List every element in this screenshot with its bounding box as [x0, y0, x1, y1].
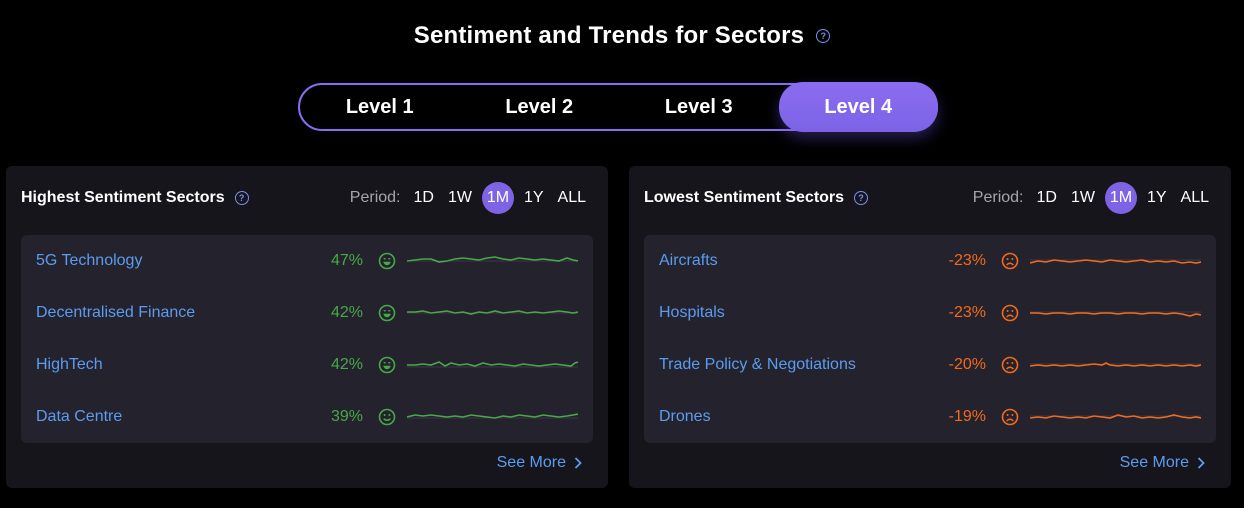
- card-title: Highest Sentiment Sectors: [21, 189, 225, 206]
- lowest-sentiment-card: Lowest Sentiment Sectors ? Period: 1D 1W…: [629, 166, 1231, 488]
- sparkline: [1030, 414, 1201, 419]
- sparkline: [1030, 311, 1201, 317]
- see-more-label: See More: [496, 454, 566, 471]
- sector-link[interactable]: HighTech: [36, 356, 103, 373]
- period-1y[interactable]: 1Y: [523, 189, 544, 206]
- sector-list: Aircrafts -23% Hospitals -23%: [644, 235, 1216, 443]
- period-1d[interactable]: 1D: [413, 189, 434, 206]
- period-1d[interactable]: 1D: [1036, 189, 1057, 206]
- sparkline: [407, 361, 578, 368]
- sentiment-percent: 47%: [330, 252, 363, 269]
- sector-link[interactable]: Hospitals: [659, 304, 725, 321]
- period-label: Period:: [972, 189, 1024, 206]
- tab-level-2[interactable]: Level 2: [505, 95, 574, 118]
- page-title: Sentiment and Trends for Sectors: [413, 22, 805, 49]
- sad-face-icon: [1001, 252, 1019, 270]
- period-1m[interactable]: 1M: [481, 182, 514, 214]
- period-selector: Period: 1D 1W 1M 1Y ALL: [350, 182, 593, 214]
- highest-sentiment-card: Highest Sentiment Sectors ? Period: 1D 1…: [6, 166, 608, 488]
- card-header: Lowest Sentiment Sectors ? Period: 1D 1W…: [644, 182, 1216, 214]
- sentiment-percent: -23%: [948, 304, 986, 321]
- sector-link[interactable]: 5G Technology: [36, 252, 143, 269]
- list-item: 5G Technology 47%: [21, 235, 593, 287]
- see-more-label: See More: [1119, 454, 1189, 471]
- happy-face-icon: [378, 356, 396, 374]
- chevron-right-icon: [1197, 457, 1205, 469]
- sentiment-percent: -23%: [948, 252, 986, 269]
- list-item: Data Centre 39%: [21, 391, 593, 443]
- page-header: Sentiment and Trends for Sectors ?: [0, 22, 1244, 50]
- sentiment-percent: 39%: [330, 408, 363, 425]
- sector-list: 5G Technology 47% Decentralised Finance …: [21, 235, 593, 443]
- tab-level-1[interactable]: Level 1: [345, 95, 414, 118]
- help-icon[interactable]: ?: [854, 191, 869, 205]
- list-item: Aircrafts -23%: [644, 235, 1216, 287]
- sector-link[interactable]: Trade Policy & Negotiations: [659, 356, 856, 373]
- help-icon[interactable]: ?: [234, 191, 249, 205]
- period-1w[interactable]: 1W: [1070, 189, 1095, 206]
- card-title: Lowest Sentiment Sectors: [644, 189, 845, 206]
- happy-face-icon: [378, 252, 396, 270]
- sparkline: [1030, 362, 1201, 367]
- list-item: Hospitals -23%: [644, 287, 1216, 339]
- period-1m[interactable]: 1M: [1104, 182, 1137, 214]
- smile-face-icon: [378, 408, 396, 426]
- sector-link[interactable]: Decentralised Finance: [36, 304, 196, 321]
- sector-link[interactable]: Aircrafts: [659, 252, 718, 269]
- sad-face-icon: [1001, 408, 1019, 426]
- list-item: Decentralised Finance 42%: [21, 287, 593, 339]
- sentiment-percent: 42%: [330, 356, 363, 373]
- sparkline: [407, 256, 578, 263]
- sentiment-percent: -19%: [948, 408, 986, 425]
- sparkline: [1030, 259, 1201, 264]
- period-1w[interactable]: 1W: [447, 189, 472, 206]
- chevron-right-icon: [574, 457, 582, 469]
- sad-face-icon: [1001, 356, 1019, 374]
- happy-face-icon: [378, 304, 396, 322]
- tab-level-4[interactable]: Level 4: [778, 82, 938, 132]
- sentiment-percent: -20%: [948, 356, 986, 373]
- help-icon[interactable]: ?: [816, 29, 831, 43]
- sparkline: [407, 310, 578, 315]
- level-switch: Level 1 Level 2 Level 3 Level 4: [298, 82, 938, 132]
- sentiment-percent: 42%: [330, 304, 363, 321]
- period-label: Period:: [349, 189, 401, 206]
- period-1y[interactable]: 1Y: [1146, 189, 1167, 206]
- see-more-link[interactable]: See More: [497, 454, 582, 472]
- see-more-link[interactable]: See More: [1120, 454, 1205, 472]
- tab-level-3[interactable]: Level 3: [664, 95, 733, 118]
- period-selector: Period: 1D 1W 1M 1Y ALL: [973, 182, 1216, 214]
- period-all[interactable]: ALL: [1180, 189, 1209, 206]
- card-header: Highest Sentiment Sectors ? Period: 1D 1…: [21, 182, 593, 214]
- sparkline: [407, 413, 578, 419]
- list-item: Trade Policy & Negotiations -20%: [644, 339, 1216, 391]
- list-item: HighTech 42%: [21, 339, 593, 391]
- sector-link[interactable]: Data Centre: [36, 408, 123, 425]
- list-item: Drones -19%: [644, 391, 1216, 443]
- sad-face-icon: [1001, 304, 1019, 322]
- period-all[interactable]: ALL: [557, 189, 586, 206]
- sector-link[interactable]: Drones: [659, 408, 711, 425]
